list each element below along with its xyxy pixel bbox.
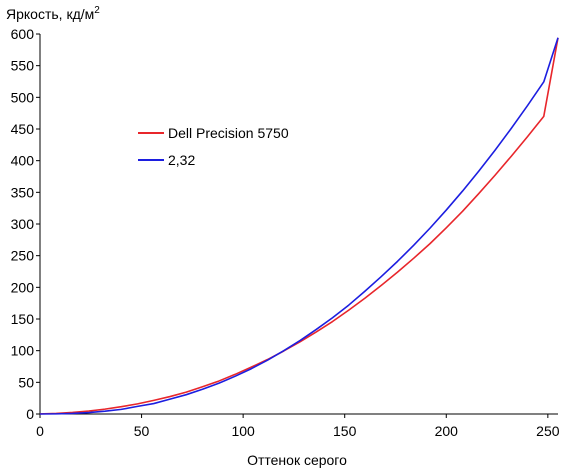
x-tick-label: 150 — [333, 423, 357, 439]
y-tick-label: 200 — [11, 279, 35, 295]
legend-label-gamma: 2,32 — [168, 152, 195, 168]
y-tick-label: 300 — [11, 216, 35, 232]
y-tick-label: 0 — [26, 406, 34, 422]
x-axis-title: Оттенок серого — [247, 452, 347, 468]
x-tick-label: 250 — [536, 423, 560, 439]
x-tick-label: 100 — [231, 423, 255, 439]
y-tick-label: 400 — [11, 153, 35, 169]
y-tick-label: 600 — [11, 26, 35, 42]
axes — [39, 34, 558, 415]
y-axis-title: Яркость, кд/м2 — [6, 5, 100, 22]
y-tick-label: 250 — [11, 248, 35, 264]
y-tick-label: 550 — [11, 58, 35, 74]
y-tick-label: 150 — [11, 311, 35, 327]
x-tick-label: 50 — [134, 423, 150, 439]
y-tick-label: 100 — [11, 343, 35, 359]
y-tick-label: 350 — [11, 184, 35, 200]
legend: Dell Precision 5750 2,32 — [138, 125, 289, 168]
x-tick-label: 0 — [36, 423, 44, 439]
y-tick-label: 450 — [11, 121, 35, 137]
tick-labels: 0 50 100 150 200 250 300 350 400 450 500 550 600 0 50 1… — [11, 26, 560, 439]
legend-label-measured: Dell Precision 5750 — [168, 125, 289, 141]
tick-marks — [36, 33, 549, 418]
series-line-gamma — [39, 37, 559, 415]
y-tick-label: 50 — [18, 374, 34, 390]
y-axis-title-superscript: 2 — [94, 5, 100, 16]
y-tick-label: 500 — [11, 89, 35, 105]
series-line-measured — [39, 37, 559, 415]
y-axis-title-text: Яркость, кд/м — [6, 6, 94, 22]
series-lines — [39, 37, 559, 415]
x-tick-label: 200 — [435, 423, 459, 439]
